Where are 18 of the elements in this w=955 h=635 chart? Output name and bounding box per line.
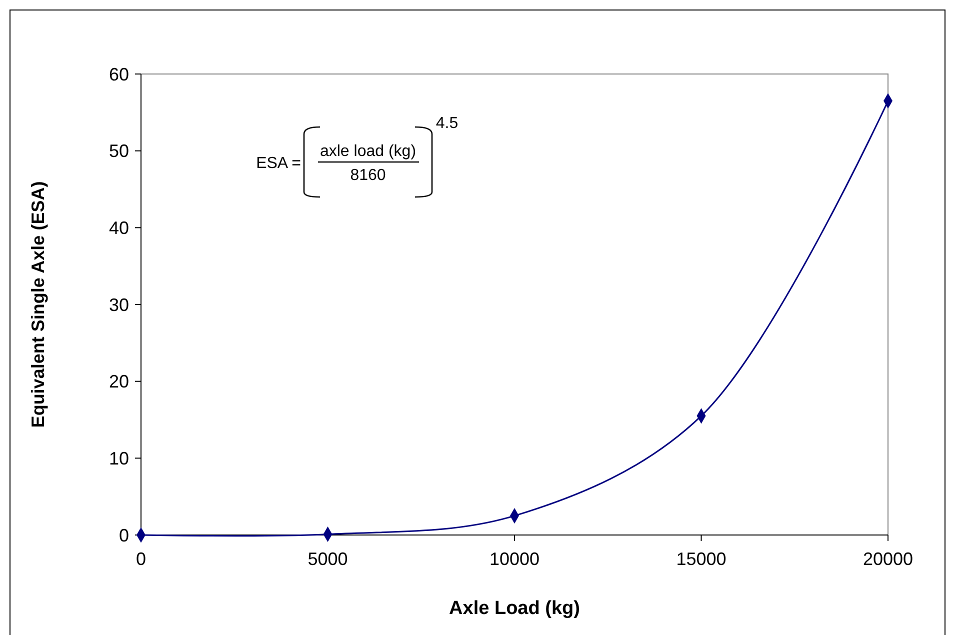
x-axis-title: Axle Load (kg) [449, 598, 580, 619]
y-tick-label: 0 [118, 525, 129, 546]
annotation: 8160 [350, 167, 386, 184]
y-axis-title: Equivalent Single Axle (ESA) [28, 181, 48, 428]
annotation: ESA = [256, 155, 301, 172]
y-tick-label: 60 [108, 64, 129, 84]
y-tick-label: 20 [108, 372, 129, 392]
y-tick-label: 30 [108, 294, 129, 315]
y-tick-label: 50 [108, 141, 129, 162]
x-tick-label: 20000 [862, 549, 914, 569]
annotation: 4.5 [436, 115, 458, 132]
annotation: axle load (kg) [320, 143, 416, 160]
x-tick-label: 0 [136, 549, 146, 569]
y-tick-label: 10 [108, 448, 129, 468]
x-tick-label: 15000 [676, 549, 726, 569]
x-tick-label: 10000 [489, 549, 540, 569]
x-tick-label: 5000 [308, 549, 348, 569]
y-tick-label: 40 [108, 218, 129, 238]
